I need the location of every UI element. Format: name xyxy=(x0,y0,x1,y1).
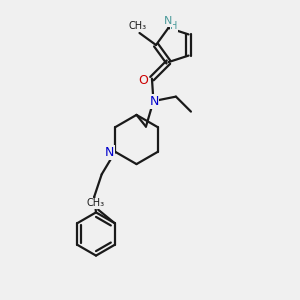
Text: N: N xyxy=(149,95,159,108)
Text: CH₃: CH₃ xyxy=(129,21,147,32)
Text: CH₃: CH₃ xyxy=(86,198,104,208)
Text: O: O xyxy=(139,74,148,87)
Text: H: H xyxy=(170,21,178,32)
Text: N: N xyxy=(164,16,172,26)
Text: N: N xyxy=(105,146,115,159)
